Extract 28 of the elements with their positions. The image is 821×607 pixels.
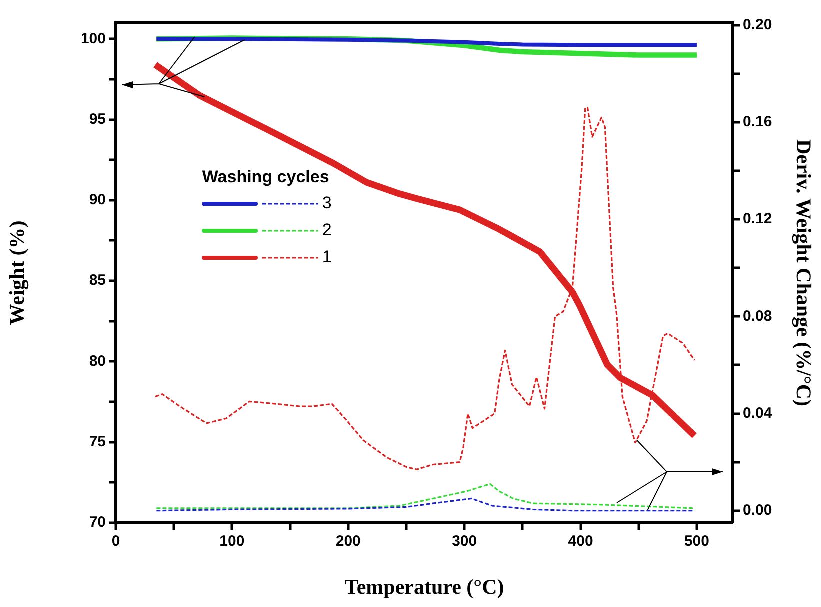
y-tick-label: 100 xyxy=(80,30,106,48)
y-axis-title: Weight (%) xyxy=(5,220,30,326)
line-series xyxy=(156,483,696,510)
y2-tick-label: 0.20 xyxy=(743,16,772,34)
x-tick-label: 0 xyxy=(112,533,120,550)
y2-tick-label: 0.08 xyxy=(743,308,772,325)
legend-label: 3 xyxy=(322,194,332,213)
y-tick-label: 80 xyxy=(89,352,106,370)
y-tick-label: 70 xyxy=(89,514,106,532)
line-series xyxy=(156,498,696,512)
x-tick-label: 400 xyxy=(568,533,594,550)
x-tick-label: 200 xyxy=(336,533,361,550)
x-tick-label: 500 xyxy=(684,533,710,550)
y2-tick-label: 0.04 xyxy=(743,404,773,422)
x-tick-label: 100 xyxy=(220,533,245,550)
y-tick-label: 85 xyxy=(89,272,106,290)
legend-label: 2 xyxy=(322,220,332,240)
y2-tick-label: 0.12 xyxy=(743,210,772,228)
legend-title: Washing cycles xyxy=(202,168,330,187)
y2-axis-title: Deriv. Weight Change (%/°C) xyxy=(792,139,816,407)
legend-label: 1 xyxy=(322,248,332,267)
y-tick-label: 95 xyxy=(89,110,106,128)
y2-tick-label: 0.16 xyxy=(743,114,772,131)
y-tick-label: 75 xyxy=(89,433,106,450)
x-axis-title: Temperature (°C) xyxy=(344,574,504,599)
y-tick-label: 90 xyxy=(89,192,106,209)
y2-tick-label: 0.00 xyxy=(743,502,772,520)
x-tick-label: 300 xyxy=(452,533,478,550)
